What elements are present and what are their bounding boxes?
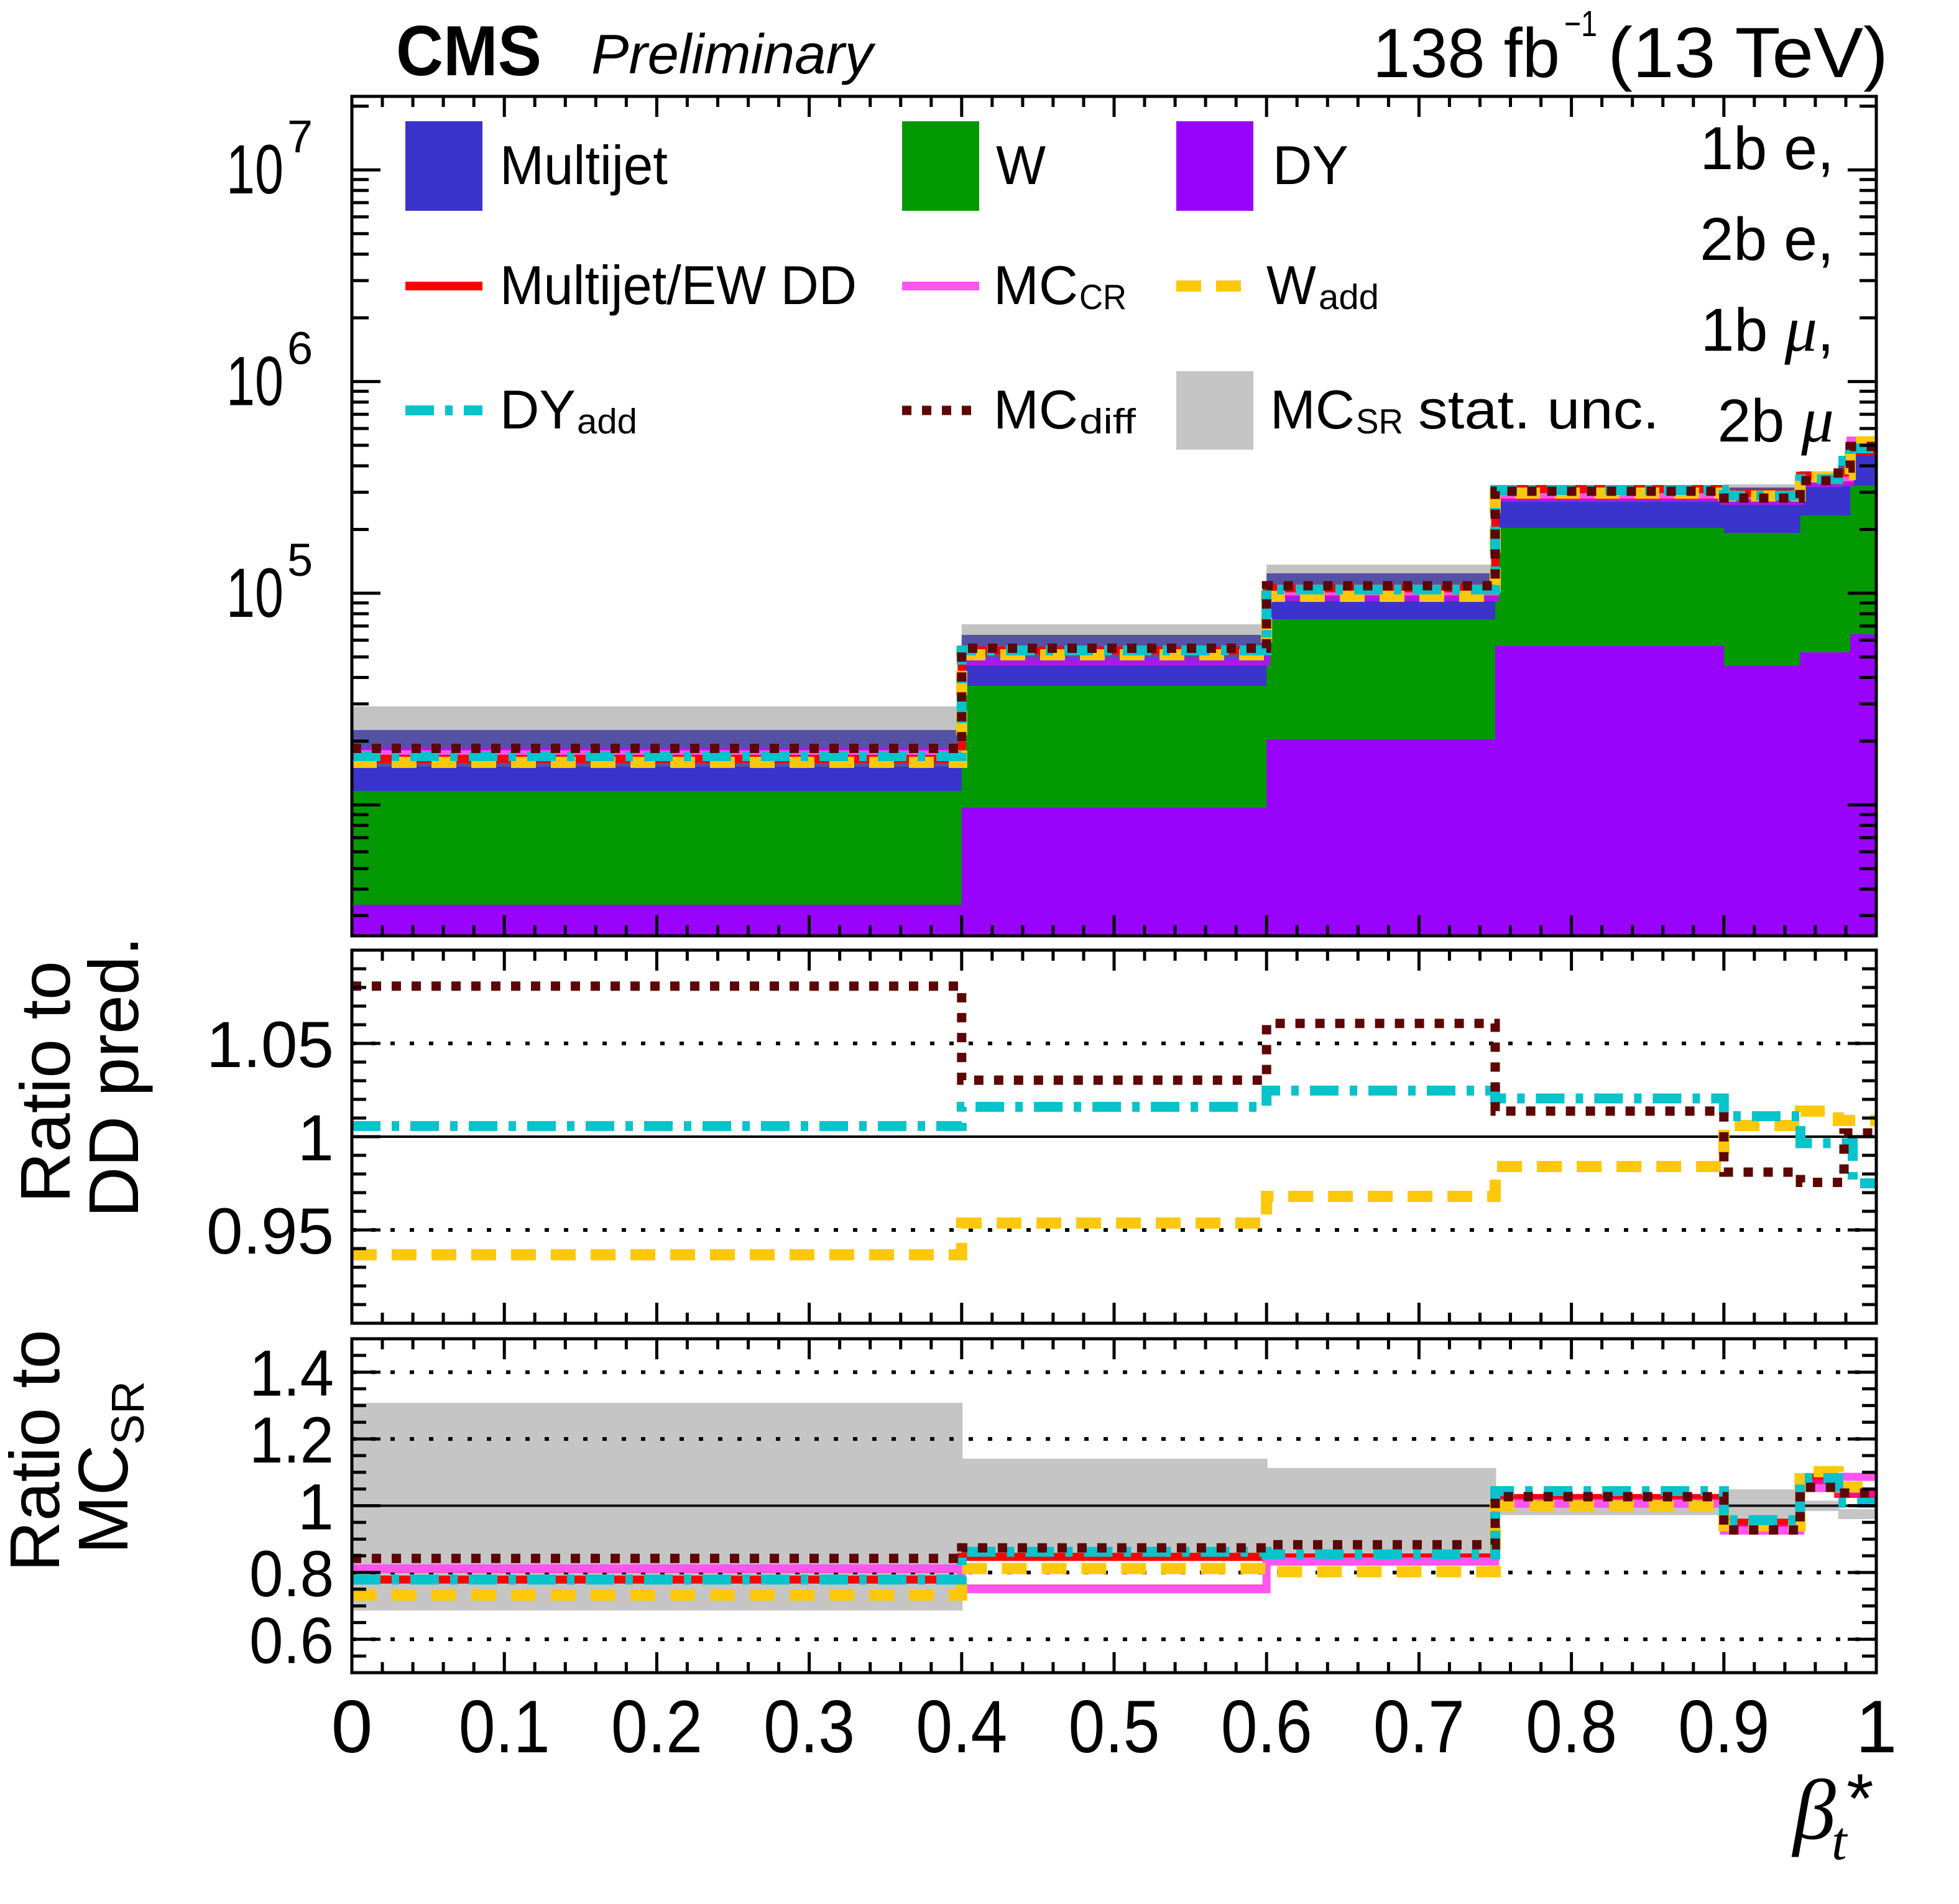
- svg-text:0.3: 0.3: [763, 1685, 855, 1768]
- svg-text:SR: SR: [1356, 402, 1403, 441]
- svg-text:−1: −1: [1564, 4, 1597, 44]
- svg-text:Ratio to: Ratio to: [6, 961, 85, 1203]
- svg-text:Multijet: Multijet: [500, 134, 668, 196]
- svg-text:0.8: 0.8: [1526, 1685, 1617, 1768]
- svg-text:1: 1: [298, 1471, 334, 1544]
- svg-text:add: add: [1319, 277, 1379, 317]
- svg-text:1: 1: [298, 1102, 334, 1175]
- svg-text:2b μ: 2b μ: [1717, 383, 1834, 456]
- svg-text:0.2: 0.2: [611, 1685, 703, 1768]
- svg-text:DY: DY: [1273, 134, 1348, 196]
- svg-text:5: 5: [287, 534, 313, 586]
- svg-text:t: t: [1832, 1811, 1848, 1872]
- svg-text:10: 10: [226, 343, 283, 420]
- svg-text:138 fb: 138 fb: [1373, 14, 1560, 92]
- svg-text:0.8: 0.8: [249, 1538, 334, 1611]
- svg-text:Multijet/EW DD: Multijet/EW DD: [500, 254, 857, 316]
- svg-text:0.95: 0.95: [206, 1195, 334, 1268]
- svg-text:Preliminary: Preliminary: [591, 24, 876, 86]
- svg-text:diff: diff: [1079, 402, 1136, 441]
- svg-text:*: *: [1846, 1760, 1874, 1837]
- svg-text:0.6: 0.6: [249, 1604, 334, 1677]
- svg-text:CR: CR: [1079, 277, 1127, 317]
- svg-text:β: β: [1791, 1762, 1836, 1857]
- svg-text:W: W: [1266, 254, 1316, 316]
- svg-text:0.6: 0.6: [1221, 1685, 1312, 1768]
- svg-text:2b e,: 2b e,: [1700, 205, 1834, 273]
- svg-text:0.4: 0.4: [916, 1685, 1007, 1768]
- svg-text:10: 10: [226, 554, 283, 632]
- svg-text:1.2: 1.2: [249, 1404, 334, 1477]
- svg-text:1b e,: 1b e,: [1700, 114, 1834, 182]
- svg-text:6: 6: [287, 323, 313, 374]
- svg-text:Ratio to: Ratio to: [0, 1329, 74, 1571]
- svg-text:1b μ,: 1b μ,: [1700, 292, 1834, 365]
- svg-text:10: 10: [226, 131, 283, 208]
- svg-text:MC: MC: [993, 254, 1078, 316]
- svg-text:CMS: CMS: [396, 12, 542, 91]
- svg-text:MC: MC: [993, 379, 1078, 440]
- svg-text:stat. unc.: stat. unc.: [1418, 379, 1659, 440]
- svg-text:DD pred.: DD pred.: [75, 936, 153, 1218]
- svg-text:(13 TeV): (13 TeV): [1608, 14, 1888, 93]
- svg-text:1.4: 1.4: [249, 1338, 334, 1410]
- svg-text:add: add: [577, 402, 637, 441]
- svg-text:0.5: 0.5: [1069, 1685, 1160, 1768]
- svg-text:7: 7: [287, 111, 313, 162]
- svg-text:0.7: 0.7: [1373, 1685, 1465, 1768]
- svg-text:1.05: 1.05: [206, 1009, 334, 1081]
- svg-text:MC: MC: [1270, 379, 1355, 440]
- svg-text:0: 0: [331, 1685, 373, 1768]
- svg-text:W: W: [996, 134, 1046, 196]
- svg-text:0.1: 0.1: [459, 1685, 550, 1768]
- svg-text:DY: DY: [500, 379, 576, 440]
- svg-text:0.9: 0.9: [1678, 1685, 1769, 1768]
- svg-text:1: 1: [1856, 1685, 1897, 1768]
